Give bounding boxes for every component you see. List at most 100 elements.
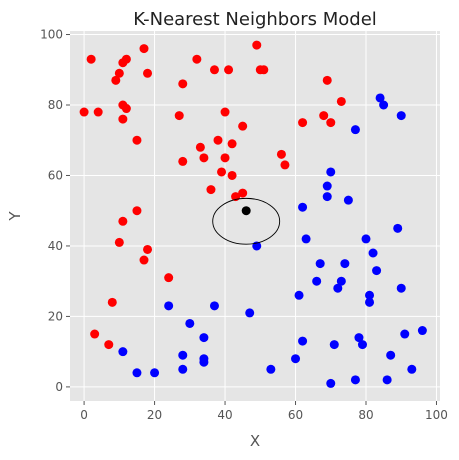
- x-tick-label: 0: [80, 408, 88, 422]
- data-point: [122, 104, 131, 113]
- data-point: [228, 139, 237, 148]
- data-point: [192, 55, 201, 64]
- data-point: [383, 375, 392, 384]
- data-point: [298, 337, 307, 346]
- data-point: [122, 55, 131, 64]
- data-point: [199, 333, 208, 342]
- y-tick-label: 40: [48, 239, 63, 253]
- data-point: [245, 308, 254, 317]
- data-point: [238, 122, 247, 131]
- data-point: [175, 111, 184, 120]
- chart-title: K-Nearest Neighbors Model: [133, 9, 377, 30]
- data-point: [379, 101, 388, 110]
- plot-background: [70, 31, 440, 401]
- data-point: [259, 65, 268, 74]
- data-point: [330, 340, 339, 349]
- data-point: [397, 284, 406, 293]
- data-point: [132, 206, 141, 215]
- data-point: [323, 76, 332, 85]
- data-point: [397, 111, 406, 120]
- data-point: [178, 351, 187, 360]
- y-tick-label: 100: [40, 28, 63, 42]
- data-point: [199, 358, 208, 367]
- data-point: [323, 192, 332, 201]
- data-point: [221, 108, 230, 117]
- data-point: [115, 238, 124, 247]
- data-point: [386, 351, 395, 360]
- data-point: [344, 196, 353, 205]
- data-point: [199, 153, 208, 162]
- data-point: [90, 330, 99, 339]
- data-point: [143, 69, 152, 78]
- data-point: [140, 44, 149, 53]
- data-point: [242, 206, 251, 215]
- data-point: [80, 108, 89, 117]
- x-tick-label: 60: [288, 408, 303, 422]
- data-point: [407, 365, 416, 374]
- data-point: [206, 185, 215, 194]
- data-point: [118, 115, 127, 124]
- y-axis-ticks: 0 20 40 60 80 100: [40, 28, 70, 394]
- data-point: [178, 365, 187, 374]
- y-tick-label: 80: [48, 98, 63, 112]
- data-point: [150, 368, 159, 377]
- data-point: [400, 330, 409, 339]
- data-point: [238, 189, 247, 198]
- data-point: [140, 256, 149, 265]
- data-point: [326, 118, 335, 127]
- data-point: [298, 118, 307, 127]
- y-axis-label: Y: [6, 211, 24, 222]
- data-point: [323, 182, 332, 191]
- data-point: [185, 319, 194, 328]
- data-point: [196, 143, 205, 152]
- data-point: [277, 150, 286, 159]
- data-point: [108, 298, 117, 307]
- data-point: [369, 249, 378, 258]
- data-point: [214, 136, 223, 145]
- data-point: [393, 224, 402, 233]
- data-point: [312, 277, 321, 286]
- data-point: [362, 234, 371, 243]
- data-point: [217, 167, 226, 176]
- data-point: [295, 291, 304, 300]
- data-point: [326, 379, 335, 388]
- data-point: [291, 354, 300, 363]
- x-tick-label: 20: [147, 408, 162, 422]
- data-point: [337, 277, 346, 286]
- data-point: [104, 340, 113, 349]
- data-point: [118, 217, 127, 226]
- data-point: [319, 111, 328, 120]
- x-tick-label: 80: [358, 408, 373, 422]
- data-point: [224, 65, 233, 74]
- data-point: [326, 167, 335, 176]
- data-point: [351, 125, 360, 134]
- data-point: [351, 375, 360, 384]
- data-point: [228, 171, 237, 180]
- data-point: [132, 368, 141, 377]
- data-point: [87, 55, 96, 64]
- data-point: [178, 79, 187, 88]
- data-point: [302, 234, 311, 243]
- data-point: [365, 298, 374, 307]
- y-tick-label: 60: [48, 168, 63, 182]
- x-axis-label: X: [250, 432, 260, 450]
- data-point: [298, 203, 307, 212]
- data-point: [118, 347, 127, 356]
- x-axis-ticks: 0 20 40 60 80 100: [80, 401, 448, 422]
- data-point: [316, 259, 325, 268]
- data-point: [143, 245, 152, 254]
- data-point: [252, 41, 261, 50]
- data-point: [340, 259, 349, 268]
- data-point: [266, 365, 275, 374]
- data-point: [280, 160, 289, 169]
- data-point: [94, 108, 103, 117]
- data-point: [418, 326, 427, 335]
- data-point: [221, 153, 230, 162]
- data-point: [132, 136, 141, 145]
- data-point: [164, 273, 173, 282]
- y-tick-label: 0: [55, 380, 63, 394]
- data-point: [178, 157, 187, 166]
- data-point: [164, 301, 173, 310]
- data-point: [358, 340, 367, 349]
